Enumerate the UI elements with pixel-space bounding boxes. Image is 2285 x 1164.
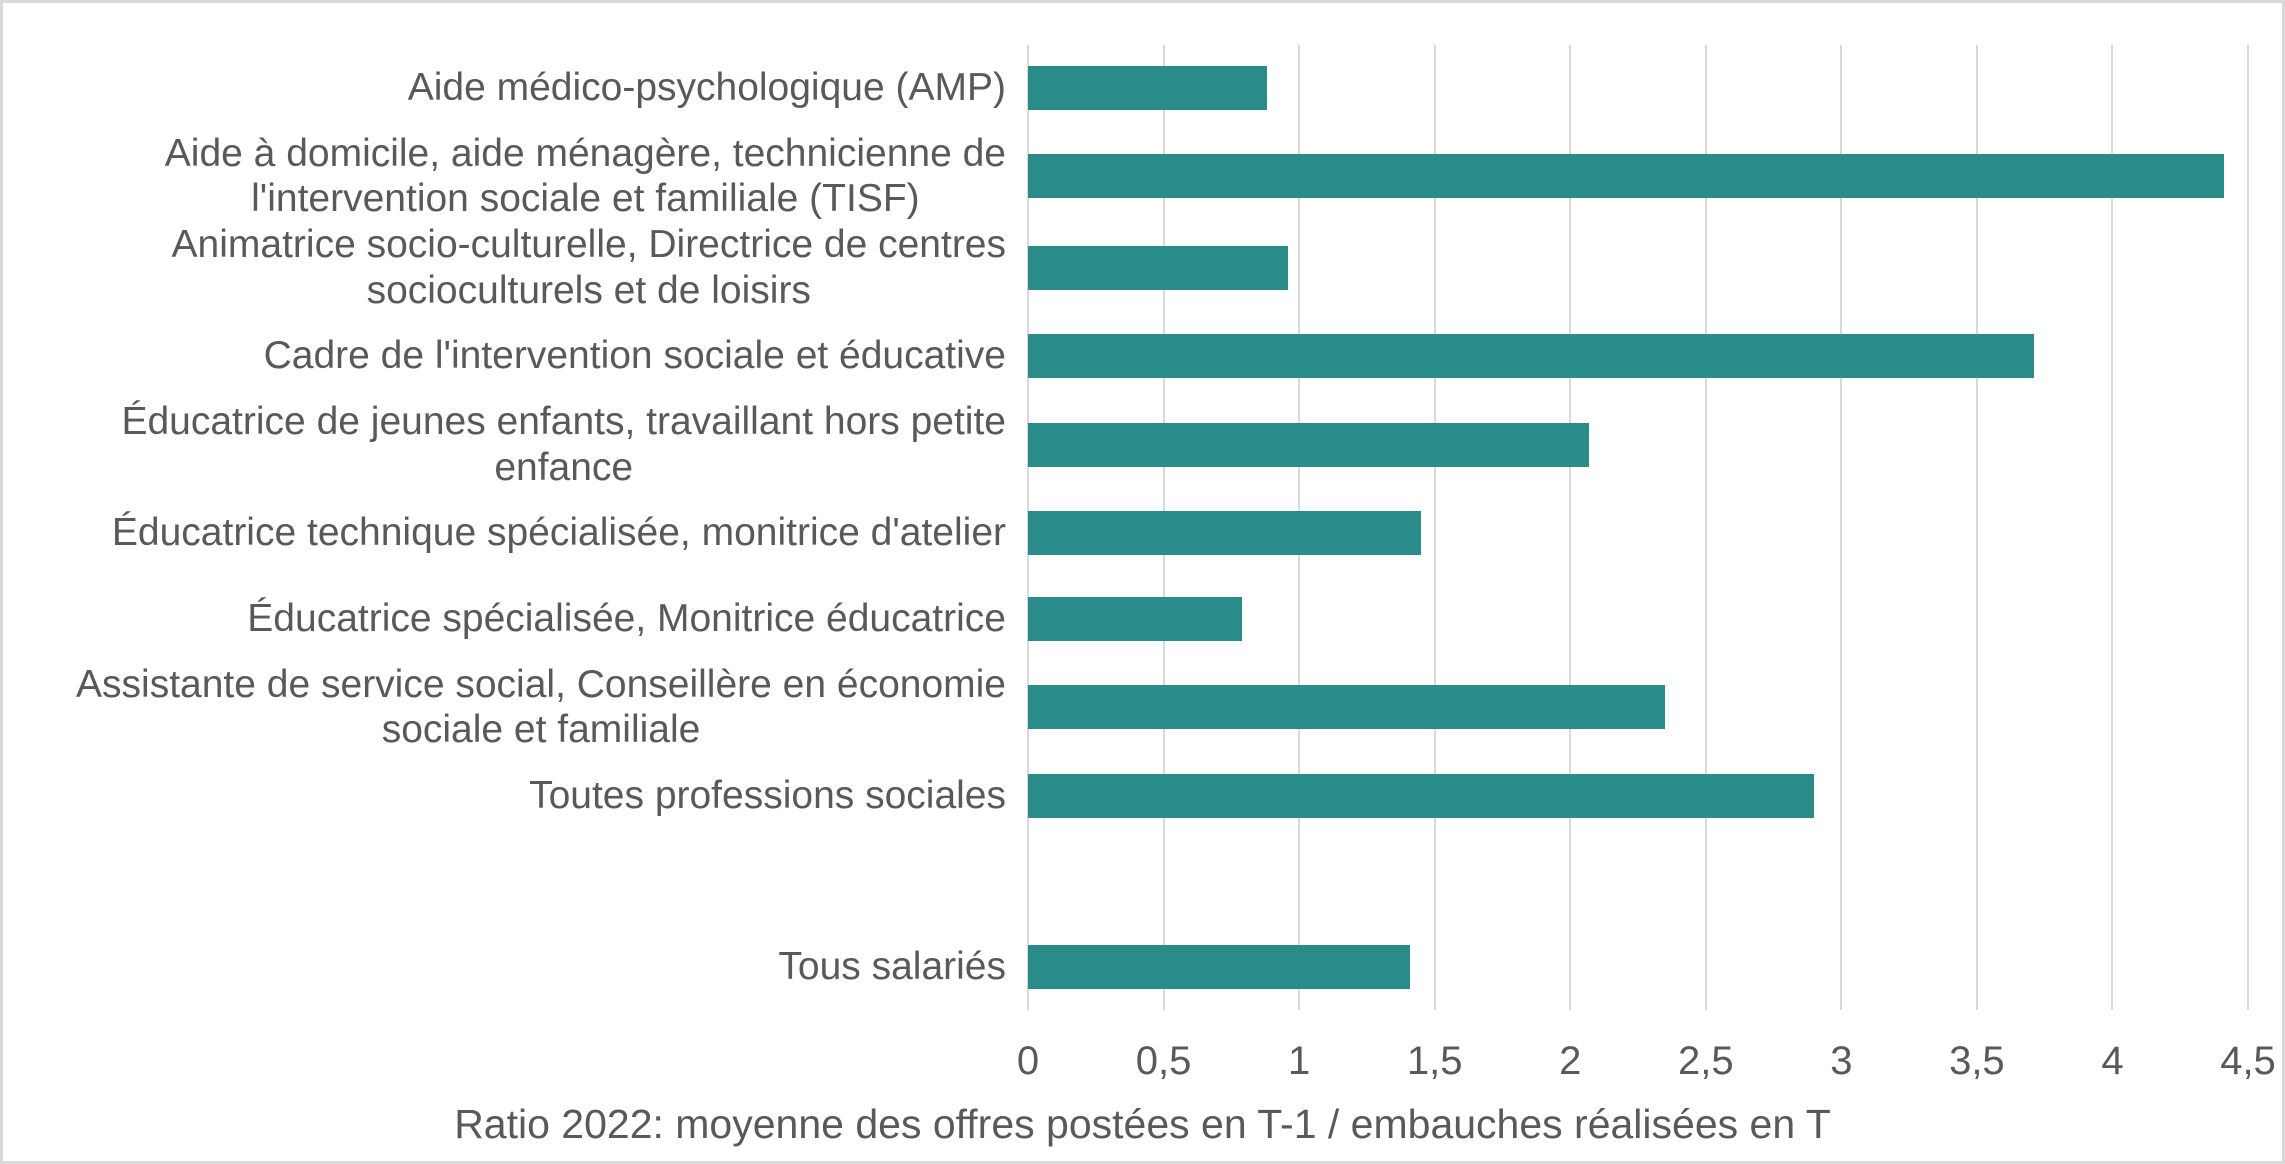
category-label-text: Aide médico-psychologique (AMP) bbox=[407, 66, 1006, 110]
bar bbox=[1028, 65, 1267, 110]
category-label-text: Toutes professions sociales bbox=[529, 773, 1006, 817]
bar bbox=[1028, 685, 1666, 730]
bar-track bbox=[1028, 334, 2248, 379]
x-tick-label: 3,5 bbox=[1949, 1039, 2005, 1083]
bar bbox=[1028, 245, 1289, 290]
x-tick-label: 0 bbox=[1016, 1039, 1040, 1083]
category-label-text: Animatrice socio-culturelle, Directrice … bbox=[171, 222, 1006, 312]
bar-track bbox=[1028, 773, 2248, 818]
bar-row: Aide médico-psychologique (AMP) bbox=[3, 45, 2248, 131]
bar bbox=[1028, 422, 1590, 467]
gridline bbox=[1704, 45, 1707, 1010]
bar-row: Éducatrice spécialisée, Monitrice éducat… bbox=[3, 576, 2248, 662]
gridline bbox=[1975, 45, 1978, 1010]
category-label: Animatrice socio-culturelle, Directrice … bbox=[3, 222, 1028, 313]
category-label: Cadre de l'intervention sociale et éduca… bbox=[3, 333, 1028, 379]
bar-row: Aide à domicile, aide ménagère, technici… bbox=[3, 131, 2248, 222]
category-label: Tous salariés bbox=[3, 944, 1028, 990]
bar-row: Assistante de service social, Conseillèr… bbox=[3, 662, 2248, 753]
bar-track bbox=[1028, 422, 2248, 467]
category-label: Éducatrice spécialisée, Monitrice éducat… bbox=[3, 596, 1028, 642]
category-label-text: Éducatrice technique spécialisée, monitr… bbox=[111, 511, 1006, 555]
bar-row: Tous salariés bbox=[3, 924, 2248, 1010]
x-tick-label: 1,5 bbox=[1406, 1039, 1463, 1083]
bar-row: Toutes professions sociales bbox=[3, 753, 2248, 839]
bar bbox=[1028, 596, 1243, 641]
category-label: Aide médico-psychologique (AMP) bbox=[3, 65, 1028, 111]
gridline bbox=[2247, 45, 2249, 1010]
category-label-text: Aide à domicile, aide ménagère, technici… bbox=[164, 131, 1006, 221]
x-tick-label: 2,5 bbox=[1677, 1039, 1734, 1083]
category-label: Éducatrice technique spécialisée, monitr… bbox=[3, 510, 1028, 556]
bar bbox=[1028, 334, 2034, 379]
category-label-text: Cadre de l'intervention sociale et éduca… bbox=[263, 334, 1006, 378]
gridline bbox=[1840, 45, 1843, 1010]
bar-track bbox=[1028, 945, 2248, 990]
x-tick-label: 0,5 bbox=[1135, 1039, 1192, 1083]
bar-track bbox=[1028, 859, 2248, 903]
x-tick-label: 1 bbox=[1287, 1039, 1311, 1083]
bar-row: Éducatrice technique spécialisée, monitr… bbox=[3, 490, 2248, 576]
axis-title: Ratio 2022: moyenne des offres postées e… bbox=[454, 1101, 1831, 1147]
category-label: Assistante de service social, Conseillèr… bbox=[3, 662, 1028, 753]
x-tick-label: 4 bbox=[2101, 1039, 2124, 1083]
gridline bbox=[1569, 45, 1572, 1010]
category-label: Toutes professions sociales bbox=[3, 773, 1028, 819]
bar bbox=[1028, 945, 1411, 990]
bar bbox=[1028, 511, 1422, 556]
bar-row: Éducatrice de jeunes enfants, travaillan… bbox=[3, 399, 2248, 490]
bar bbox=[1028, 154, 2224, 199]
gridline bbox=[1433, 45, 1436, 1010]
bar-row: Cadre de l'intervention sociale et éduca… bbox=[3, 313, 2248, 399]
bar-row: Animatrice socio-culturelle, Directrice … bbox=[3, 222, 2248, 313]
plot-area: Aide médico-psychologique (AMP) Aide à do… bbox=[3, 45, 2249, 1010]
x-tick-label: 3 bbox=[1830, 1039, 1853, 1083]
x-tick-label: 4,5 bbox=[2220, 1039, 2276, 1083]
gridline bbox=[2111, 45, 2114, 1010]
category-label: Éducatrice de jeunes enfants, travaillan… bbox=[3, 399, 1028, 490]
category-label-text: Éducatrice de jeunes enfants, travaillan… bbox=[121, 399, 1006, 489]
bar-track bbox=[1028, 65, 2248, 110]
bar-track bbox=[1028, 245, 2248, 290]
x-tick-label: 2 bbox=[1559, 1039, 1582, 1083]
category-label-text: Tous salariés bbox=[778, 945, 1006, 989]
category-label-text: Éducatrice spécialisée, Monitrice éducat… bbox=[247, 596, 1006, 640]
bar-track bbox=[1028, 685, 2248, 730]
bar-track bbox=[1028, 511, 2248, 556]
category-label: Aide à domicile, aide ménagère, technici… bbox=[3, 131, 1028, 222]
category-label-text: Assistante de service social, Conseillèr… bbox=[76, 662, 1006, 752]
bar-row bbox=[3, 839, 2248, 925]
x-axis: 0 0,5 1 1,5 2 2,5 3 3,5 4 4,5 bbox=[1017, 1039, 2276, 1089]
bar-track bbox=[1028, 596, 2248, 641]
bar bbox=[1028, 773, 1815, 818]
bar-rows: Aide médico-psychologique (AMP) Aide à do… bbox=[3, 45, 2248, 1010]
bar-track bbox=[1028, 154, 2248, 199]
